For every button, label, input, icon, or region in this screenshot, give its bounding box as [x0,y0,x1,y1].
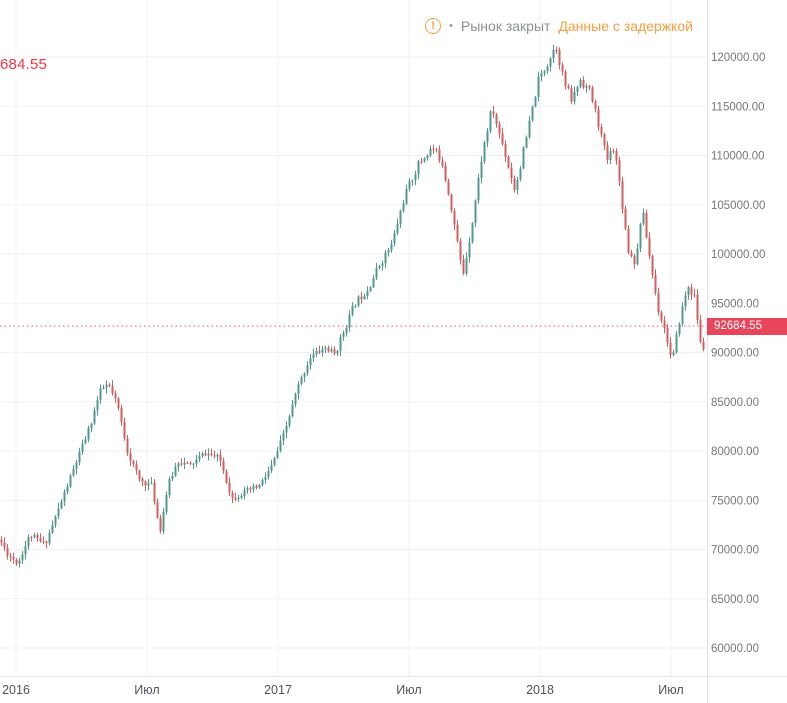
time-axis-label: Июл [658,683,683,697]
price-axis-label: 105000.00 [711,200,765,212]
candles [0,44,705,568]
price-axis-label: 120000.00 [711,52,765,64]
time-axis-label: 2018 [526,683,554,697]
price-axis-label: 95000.00 [711,298,759,310]
price-axis-label: 75000.00 [711,495,759,507]
time-axis-label: 2016 [2,683,30,697]
delayed-data-link[interactable]: Данные с задержкой [558,18,693,34]
price-axis-label: 65000.00 [711,594,759,606]
time-axis-label: 2017 [264,683,292,697]
status-dot-icon: • [449,19,453,32]
alert-circle-icon: ! [425,18,442,34]
price-axis-label: 115000.00 [711,101,765,113]
market-status-bar: ! • Рынок закрыт Данные с задержкой [425,18,693,34]
time-axis-label: Июл [396,683,421,697]
price-tag-value: 92684.55 [714,320,762,333]
price-axis-label: 70000.00 [711,545,759,557]
price-axis-label: 60000.00 [711,643,759,655]
time-axis-label: Июл [134,683,159,697]
price-axis-label: 100000.00 [711,249,765,261]
price-axis-label: 90000.00 [711,348,759,360]
price-axis[interactable]: 120000.00 115000.00 110000.00 105000.00 1000… [711,52,765,655]
last-price-partial: 684.55 [0,56,48,73]
market-closed-text: Рынок закрыт [460,18,551,34]
price-axis-label: 110000.00 [711,151,765,163]
price-axis-label: 80000.00 [711,446,759,458]
price-axis-label: 85000.00 [711,397,759,409]
time-axis[interactable]: 2016 Июл 2017 Июл 2018 Июл [2,683,684,697]
price-axis-label-tag: 92684.55 [707,317,787,335]
h-gridlines [0,56,707,649]
